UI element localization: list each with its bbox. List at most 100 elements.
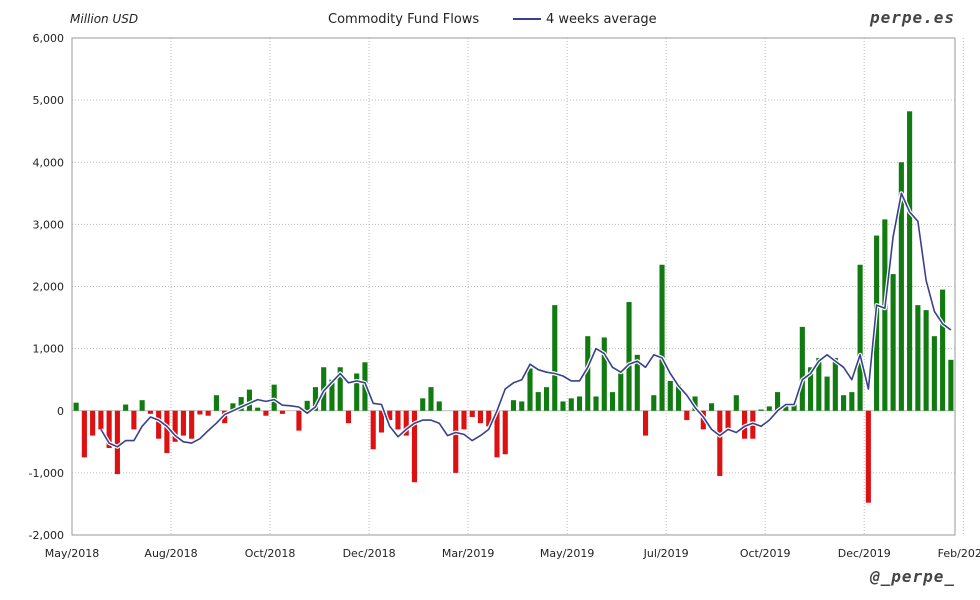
x-tick-label: Dec/2018 bbox=[343, 547, 396, 560]
flow-bar bbox=[808, 367, 814, 411]
flow-bar bbox=[684, 410, 690, 421]
brand-label: perpe.es bbox=[869, 8, 955, 27]
flow-bar bbox=[279, 410, 285, 414]
x-tick-label: Aug/2018 bbox=[144, 547, 197, 560]
flow-bar bbox=[172, 410, 178, 442]
flow-bar bbox=[189, 410, 195, 439]
flow-bar bbox=[230, 403, 236, 411]
flow-bar bbox=[469, 410, 475, 417]
flow-bar bbox=[568, 398, 574, 411]
flow-bar bbox=[73, 402, 79, 411]
y-tick-label: -1,000 bbox=[29, 467, 64, 480]
flow-bar bbox=[791, 404, 797, 411]
flow-bar bbox=[114, 410, 120, 475]
axes: -2,000 -1,000 0 1,000 2,000 3,000 4,000 5,000 6,… bbox=[29, 32, 980, 560]
flow-bar bbox=[131, 410, 137, 430]
flow-bar bbox=[940, 289, 946, 411]
x-tick-label: Jul/2019 bbox=[643, 547, 689, 560]
flow-bar bbox=[312, 387, 319, 411]
flow-bar bbox=[543, 387, 550, 411]
flow-bar bbox=[81, 410, 87, 458]
flow-bar bbox=[675, 384, 682, 411]
gridlines bbox=[71, 37, 964, 536]
flow-bar bbox=[263, 410, 269, 416]
flow-bar bbox=[98, 410, 104, 430]
flow-bar bbox=[576, 396, 583, 411]
x-tick-label: Oct/2019 bbox=[740, 547, 791, 560]
flow-bar bbox=[717, 410, 723, 476]
flow-bar bbox=[123, 404, 129, 411]
flow-bar bbox=[403, 410, 409, 436]
flow-bar bbox=[420, 398, 426, 411]
flow-bar bbox=[477, 410, 484, 424]
flow-bar bbox=[907, 111, 913, 411]
y-unit-label: Million USD bbox=[70, 12, 138, 26]
flow-bar bbox=[453, 410, 459, 473]
flow-bar bbox=[931, 336, 937, 411]
flow-bar bbox=[494, 410, 500, 458]
flow-bar bbox=[246, 389, 252, 411]
x-tick-label: Dec/2019 bbox=[838, 547, 891, 560]
flow-bar bbox=[948, 359, 954, 411]
flow-bar bbox=[106, 410, 112, 449]
flow-bar bbox=[609, 392, 616, 411]
legend-label: 4 weeks average bbox=[546, 12, 657, 27]
flow-bar bbox=[849, 392, 855, 411]
flow-bar bbox=[164, 410, 170, 453]
flow-bar bbox=[387, 410, 393, 421]
flow-bar bbox=[461, 410, 467, 430]
flow-bar bbox=[90, 410, 96, 436]
y-tick-label: -2,000 bbox=[29, 529, 64, 542]
flow-bar bbox=[304, 400, 310, 411]
flow-bar bbox=[585, 336, 591, 411]
y-tick-label: 1,000 bbox=[33, 343, 65, 356]
flow-bar bbox=[156, 410, 162, 439]
flow-bar bbox=[180, 410, 186, 436]
y-tick-label: 6,000 bbox=[33, 32, 65, 45]
flow-bar bbox=[147, 410, 153, 414]
flow-bar bbox=[832, 357, 838, 411]
flow-bar bbox=[345, 410, 352, 424]
bars bbox=[73, 111, 954, 503]
x-tick-label: Mar/2019 bbox=[442, 547, 494, 560]
flow-bar bbox=[395, 410, 401, 430]
flow-bar bbox=[428, 387, 434, 411]
flow-bar bbox=[642, 410, 649, 436]
flow-bar bbox=[527, 368, 533, 411]
x-tick-label: Oct/2018 bbox=[245, 547, 296, 560]
flow-bar bbox=[841, 395, 847, 411]
flow-bar bbox=[659, 264, 665, 411]
flow-bar bbox=[502, 410, 508, 455]
flow-bar bbox=[634, 354, 640, 411]
flow-bar bbox=[783, 404, 789, 411]
flow-bar bbox=[296, 410, 302, 431]
flow-bar bbox=[865, 410, 871, 503]
flow-bar bbox=[535, 392, 541, 411]
flow-bar bbox=[552, 305, 558, 411]
flow-bar bbox=[510, 400, 517, 411]
flow-bar bbox=[411, 410, 418, 483]
y-tick-label: 3,000 bbox=[33, 218, 65, 231]
y-tick-label: 2,000 bbox=[33, 281, 65, 294]
plot-frame bbox=[71, 37, 956, 536]
flow-bar bbox=[775, 392, 781, 411]
flow-bar bbox=[255, 407, 261, 411]
flow-bar bbox=[824, 376, 830, 411]
flow-bar bbox=[725, 410, 731, 430]
average-line-layer bbox=[99, 191, 953, 449]
flow-bar bbox=[882, 219, 888, 411]
flow-bar bbox=[486, 410, 492, 427]
x-tick-label: Feb/2020 bbox=[938, 547, 980, 560]
average-line bbox=[100, 192, 952, 448]
flow-bar bbox=[898, 162, 904, 411]
flow-bar bbox=[337, 367, 343, 411]
flow-bar bbox=[593, 396, 599, 411]
average-line-halo bbox=[99, 191, 953, 449]
flow-bar bbox=[139, 400, 145, 411]
flow-bar bbox=[890, 274, 896, 411]
flow-bar bbox=[618, 373, 624, 411]
chart-title: Commodity Fund Flows bbox=[328, 12, 479, 27]
y-tick-label: 4,000 bbox=[33, 156, 65, 169]
footer-handle: @_perpe_ bbox=[869, 567, 955, 586]
